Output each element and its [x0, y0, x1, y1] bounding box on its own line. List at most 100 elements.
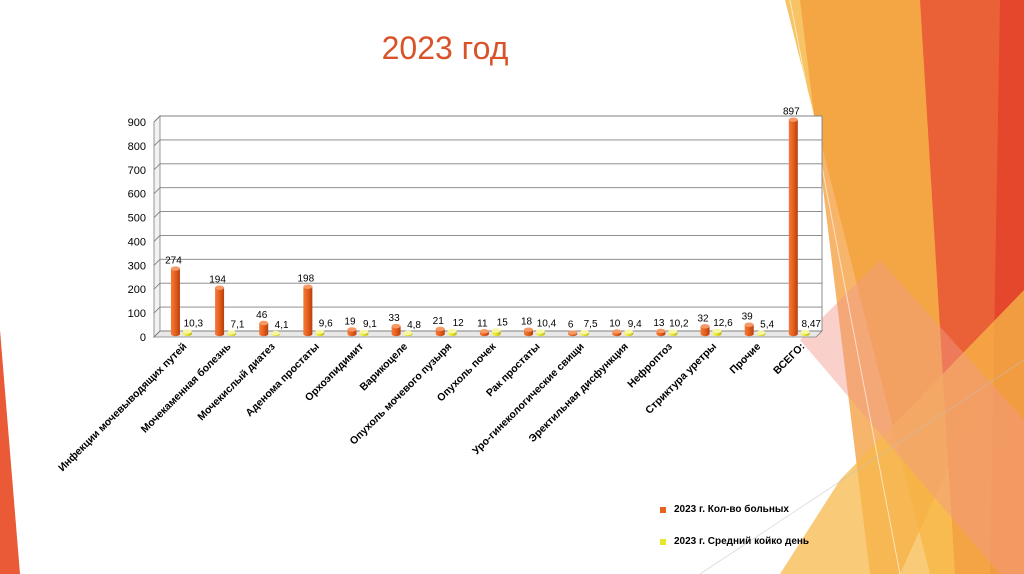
bar-count-top: [524, 327, 534, 332]
gridline: [153, 211, 822, 218]
bar-avg-days: [580, 330, 590, 337]
bar-count-base: [259, 331, 269, 337]
y-tick-label: 800: [128, 141, 146, 153]
data-label: 15: [497, 317, 509, 328]
data-label: 9,4: [628, 319, 642, 330]
bar-avg-days: [668, 329, 678, 337]
bar-avg-days: [315, 329, 325, 337]
bar-count-body: [347, 329, 357, 334]
data-label: 5,4: [760, 320, 774, 331]
bar-count-top: [303, 284, 313, 289]
bar-avg-days-top: [712, 328, 722, 334]
bar-count-top: [479, 329, 489, 334]
bar-count-body: [700, 326, 710, 334]
bar-count-top: [435, 326, 445, 332]
gridline: [153, 234, 822, 242]
bar-count-base: [215, 331, 225, 337]
bar-count-base: [656, 331, 666, 337]
gridline: [153, 163, 822, 171]
legend-swatch: [660, 507, 666, 513]
legend-item: 2023 г. Кол-во больных: [660, 504, 910, 518]
bar-count: [170, 266, 180, 337]
data-label: 9,6: [319, 319, 333, 330]
bar-count-body: [215, 287, 225, 334]
bar-count: [391, 323, 401, 337]
y-tick-label: 900: [128, 117, 146, 129]
y-axis-ticks: 0 100 200 300 400 500 600 700 800 900: [128, 117, 146, 344]
y-tick-label: 0: [140, 332, 146, 344]
category-label: Аденома простаты: [243, 341, 322, 420]
background-line: [789, 0, 901, 574]
gridline: [153, 187, 822, 194]
page-title: 2023 год: [381, 30, 509, 66]
category-label: Мочекислый диатез: [195, 341, 277, 423]
bar-avg-days-top: [756, 330, 766, 335]
bar-count: [259, 320, 269, 337]
bar-avg-days-top: [403, 330, 413, 336]
data-label: 13: [653, 318, 665, 329]
bar-count: [524, 327, 534, 337]
y-tick-label: 400: [128, 236, 146, 248]
gridline: [153, 330, 822, 338]
gridline: [153, 282, 822, 290]
data-label: 7,1: [231, 319, 245, 330]
data-label: 6: [568, 320, 574, 331]
legend-label: 2023 г. Кол-во больных: [674, 504, 789, 515]
bar-count-top: [788, 117, 798, 122]
y-tick-label: 700: [128, 165, 146, 177]
data-labels: 274 10,3 194 7,1 46 4,1 198 9,6 19 9,1 33 4,8 21 12 11…: [165, 107, 821, 331]
gridline: [153, 115, 822, 123]
chart-side-wall: [153, 115, 161, 338]
data-label: 9,1: [363, 319, 377, 330]
y-tick-label: 200: [128, 284, 146, 296]
bar-avg-days-base: [491, 331, 501, 337]
bar-count: [744, 322, 754, 337]
background-shape: [0, 330, 20, 574]
bar-avg-days-top: [535, 329, 545, 334]
gridline: [153, 258, 822, 266]
data-label: 4,8: [407, 320, 421, 331]
bar-count: [788, 117, 798, 337]
bar-count-base: [170, 331, 180, 337]
data-label: 33: [389, 313, 401, 324]
data-label: 39: [742, 312, 754, 323]
bar-count-top: [259, 320, 269, 326]
data-label: 10,3: [184, 319, 204, 330]
data-label: 274: [165, 256, 182, 267]
chart-bars: [170, 117, 810, 337]
chart-legend: 2023 г. Кол-во больных 2023 г. Средний к…: [660, 504, 910, 568]
data-label: 897: [783, 107, 800, 118]
bar-count-base: [788, 331, 798, 337]
bar-count-top: [215, 285, 225, 290]
bar-count: [215, 285, 225, 337]
data-label: 10: [609, 319, 621, 330]
data-label: 198: [298, 274, 315, 285]
bar-count-body: [391, 326, 401, 334]
bar-count-base: [347, 331, 357, 337]
bar-count-body: [788, 119, 798, 334]
data-label: 194: [209, 275, 226, 286]
background-shape: [800, 260, 1024, 574]
legend-swatch: [660, 539, 666, 545]
bar-count-body: [259, 323, 269, 334]
bar-avg-days-top: [447, 328, 457, 334]
chart-grid: [153, 115, 823, 338]
bar-count: [347, 327, 357, 337]
bar-count-base: [435, 331, 445, 337]
bar-avg-days-top: [491, 328, 501, 333]
data-label: 7,5: [584, 319, 598, 330]
bar-count-top: [170, 266, 180, 271]
bar-count-top: [612, 329, 622, 334]
bar-count-base: [744, 331, 754, 337]
data-label: 21: [433, 316, 445, 327]
bar-count: [568, 330, 578, 337]
bar-count-base: [700, 331, 710, 337]
bar-count-base: [303, 331, 313, 337]
bar-count: [656, 328, 666, 337]
bar-avg-days: [491, 328, 501, 337]
bar-avg-days-top: [800, 329, 810, 335]
gridline: [153, 139, 822, 147]
data-label: 10,4: [537, 319, 557, 330]
